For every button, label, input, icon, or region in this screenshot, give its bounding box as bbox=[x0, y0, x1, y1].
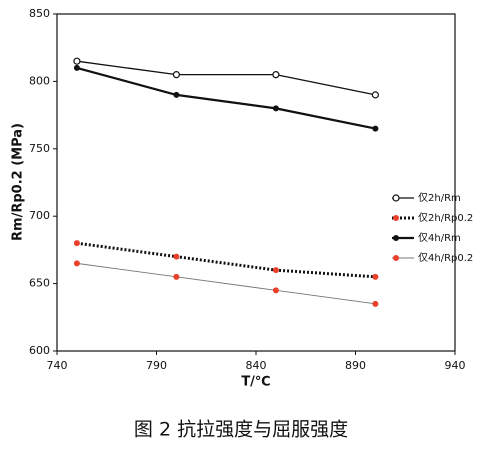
legend-label: 仅2h/Rp0.2 bbox=[418, 212, 473, 224]
point bbox=[73, 57, 81, 65]
point bbox=[272, 71, 280, 79]
x-tick-label: 840 bbox=[246, 359, 267, 372]
legend-label: 仅4h/Rp0.2 bbox=[418, 252, 473, 264]
series-line bbox=[76, 262, 376, 305]
legend-label: 仅2h/Rm bbox=[418, 192, 461, 204]
point bbox=[372, 273, 379, 280]
y-tick-label: 600 bbox=[29, 344, 50, 357]
point bbox=[73, 240, 80, 247]
series-line bbox=[76, 60, 376, 96]
point bbox=[172, 71, 180, 79]
x-tick-label: 790 bbox=[146, 359, 167, 372]
x-tick-label: 740 bbox=[47, 359, 68, 372]
legend-marker bbox=[392, 194, 400, 202]
y-tick-label: 850 bbox=[29, 7, 50, 20]
point bbox=[173, 253, 180, 260]
y-tick-label: 650 bbox=[29, 277, 50, 290]
y-tick-label: 700 bbox=[29, 209, 50, 222]
point bbox=[73, 64, 80, 71]
legend-marker bbox=[393, 255, 399, 261]
point bbox=[272, 105, 279, 112]
series-line bbox=[76, 241, 376, 279]
point bbox=[173, 273, 180, 280]
y-tick-label: 800 bbox=[29, 74, 50, 87]
point bbox=[371, 91, 379, 99]
point bbox=[73, 260, 80, 267]
legend-label: 仅4h/Rm bbox=[418, 232, 461, 244]
y-tick-label: 750 bbox=[29, 142, 50, 155]
legend-marker bbox=[393, 235, 399, 241]
point bbox=[372, 125, 379, 132]
y-axis-label: Rm/Rp0.2 (MPa) bbox=[11, 123, 26, 241]
point bbox=[173, 91, 180, 98]
x-axis-label: T/℃ bbox=[241, 375, 270, 390]
series-line bbox=[76, 66, 376, 130]
x-tick-label: 890 bbox=[345, 359, 366, 372]
x-tick-label: 940 bbox=[445, 359, 466, 372]
legend-marker bbox=[393, 215, 399, 221]
point bbox=[272, 267, 279, 274]
plot-frame bbox=[56, 13, 456, 352]
point bbox=[372, 300, 379, 307]
point bbox=[272, 287, 279, 294]
caption: 图 2 抗拉强度与屈服强度 bbox=[134, 419, 348, 441]
